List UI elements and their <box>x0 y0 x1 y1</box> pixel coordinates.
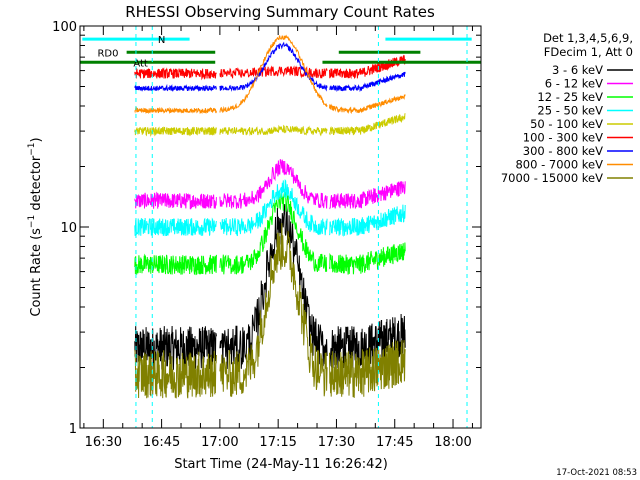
legend-label: 100 - 300 keV <box>523 131 603 145</box>
x-axis-label: Start Time (24-May-11 16:26:42) <box>174 457 388 472</box>
series-line-3 <box>134 204 406 237</box>
x-tick-label: 16:45 <box>143 435 180 450</box>
y-tick-label: 10 <box>60 221 77 236</box>
y-axis-ticks: 1 10 100 <box>52 20 481 437</box>
legend-label: 3 - 6 keV <box>552 63 603 77</box>
y-label-base: Count Rate (s <box>29 228 44 317</box>
series-line-4 <box>134 113 406 137</box>
y-label-sup: −1 <box>27 215 37 228</box>
x-tick-label: 17:45 <box>376 435 413 450</box>
series-line-5 <box>134 54 406 81</box>
series-line-1 <box>134 181 406 210</box>
legend-label: 50 - 100 keV <box>530 117 603 131</box>
series-line-8 <box>134 340 406 399</box>
chart-title: RHESSI Observing Summary Count Rates <box>125 3 435 21</box>
legend-label: 7000 - 15000 keV <box>501 171 603 185</box>
series-flare-7 <box>219 34 328 114</box>
series-layer <box>134 34 406 399</box>
x-axis-ticks: 16:30 16:45 17:00 17:15 17:30 17:45 18:00 <box>83 26 473 450</box>
y-tick-label: 1 <box>69 422 77 437</box>
legend-label: 800 - 7000 keV <box>515 158 603 172</box>
series-flare-5 <box>219 65 328 79</box>
legend-label: 12 - 25 keV <box>537 90 603 104</box>
x-tick-label: 18:00 <box>434 435 471 450</box>
legend: Det 1,3,4,5,6,9,FDecim 1, Att 0 3 - 6 keV… <box>501 31 633 185</box>
flag-label-att: Att <box>133 58 148 69</box>
legend-header: Det 1,3,4,5,6,9, <box>543 31 633 45</box>
series-line-6 <box>134 71 406 93</box>
x-tick-label: 17:15 <box>259 435 296 450</box>
series-flare-0 <box>219 204 328 370</box>
series-flare-3 <box>219 178 328 237</box>
y-tick-label: 100 <box>52 20 77 35</box>
x-tick-label: 16:30 <box>85 435 122 450</box>
y-axis-label: Count Rate (s−1 detector−1) <box>27 137 44 316</box>
series-flare-6 <box>219 41 328 92</box>
series-flare-4 <box>219 124 328 137</box>
series-line-2 <box>134 242 406 276</box>
y-label-sup2: −1 <box>27 142 37 155</box>
x-tick-label: 17:00 <box>201 435 238 450</box>
y-label-close: ) <box>29 137 44 142</box>
timestamp: 17-Oct-2021 08:53 <box>556 468 637 478</box>
legend-label: 300 - 800 keV <box>523 144 603 158</box>
y-label-tail: detector <box>29 155 44 215</box>
flag-bars: N RD0 Att <box>80 35 481 69</box>
series-line-7 <box>134 94 406 115</box>
legend-header: FDecim 1, Att 0 <box>544 45 633 59</box>
legend-label: 6 - 12 keV <box>545 77 603 91</box>
flag-label-n: N <box>158 35 165 46</box>
flag-label-rd0: RD0 <box>97 48 118 59</box>
legend-label: 25 - 50 keV <box>537 104 603 118</box>
night-lines <box>135 26 468 428</box>
series-flare-8 <box>219 223 328 397</box>
x-tick-label: 17:30 <box>318 435 355 450</box>
series-flare-2 <box>219 191 328 275</box>
series-flare-1 <box>219 159 328 209</box>
